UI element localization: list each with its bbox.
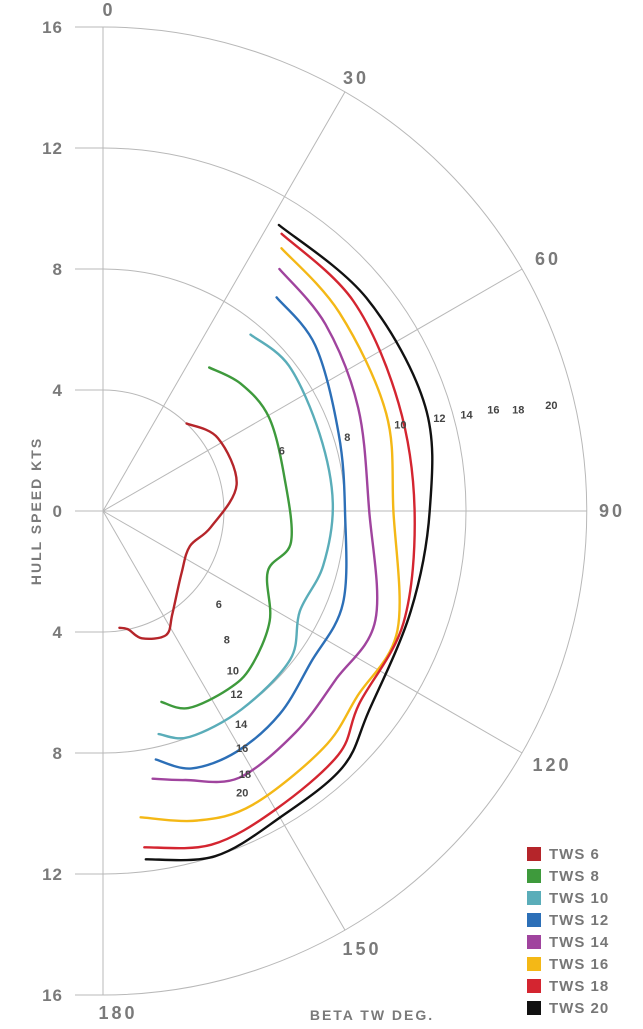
series-line-tws-12 [154, 296, 348, 770]
radial-tick-label: 16 [42, 986, 63, 1005]
grid-spoke-120 [102, 510, 523, 754]
curve-label-downwind: 6 [216, 599, 222, 611]
legend-label: TWS 18 [549, 977, 610, 995]
legend-swatch [527, 979, 541, 993]
angular-tick-label: 0 [102, 0, 115, 20]
legend-swatch [527, 957, 541, 971]
grid-spoke-60 [102, 268, 523, 512]
angular-tick-label: 180 [98, 1003, 137, 1023]
series-line-tws-14 [151, 267, 379, 784]
curve-label-upwind: 6 [279, 446, 285, 458]
series-line-tws-16 [139, 247, 401, 823]
legend-item: TWS 14 [527, 931, 609, 953]
series-line-tws-18 [143, 232, 416, 850]
legend-swatch [527, 891, 541, 905]
curve-label-downwind: 18 [239, 769, 251, 781]
series-line-tws-10 [157, 333, 335, 740]
legend-item: TWS 18 [527, 975, 609, 997]
radial-tick-label: 16 [42, 18, 63, 37]
radial-tick-label: 4 [53, 381, 63, 400]
curve-label-downwind: 20 [236, 787, 248, 799]
legend-label: TWS 10 [549, 889, 610, 907]
legend-swatch [527, 935, 541, 949]
curve-label-upwind: 10 [394, 420, 406, 432]
legend-swatch [527, 1001, 541, 1015]
legend-item: TWS 8 [527, 865, 609, 887]
legend: TWS 6 TWS 8 TWS 10 TWS 12 TWS 14 TWS 16 TWS 18… [527, 843, 609, 1019]
legend-label: TWS 6 [549, 845, 600, 863]
curve-label-upwind: 12 [433, 413, 445, 425]
legend-swatch [527, 869, 541, 883]
radial-tick-label: 4 [53, 623, 63, 642]
series-line-tws-20 [144, 223, 434, 862]
legend-item: TWS 16 [527, 953, 609, 975]
curve-label-downwind: 14 [235, 719, 248, 731]
curve-label-upwind: 18 [512, 405, 524, 417]
series-line-tws-6 [118, 422, 238, 640]
radial-tick-label: 12 [42, 865, 63, 884]
grid-spoke-30 [102, 91, 346, 512]
curve-label-upwind: 16 [487, 405, 499, 417]
legend-item: TWS 12 [527, 909, 609, 931]
curve-label-downwind: 12 [230, 689, 242, 701]
legend-label: TWS 8 [549, 867, 600, 885]
legend-swatch [527, 913, 541, 927]
legend-label: TWS 14 [549, 933, 610, 951]
curve-label-downwind: 10 [227, 665, 239, 677]
legend-item: TWS 6 [527, 843, 609, 865]
curve-label-upwind: 20 [545, 400, 557, 412]
legend-item: TWS 20 [527, 997, 609, 1019]
polar-curves [118, 223, 434, 862]
polar-grid [75, 26, 588, 996]
curve-label-upwind: 8 [344, 432, 350, 444]
polar-labels: 16 12 8 4 0 4 8 12 16 0 30 60 90 120 150 180 HULL SPEED … [28, 0, 625, 1023]
angular-axis-title: BETA TW DEG. [310, 1007, 434, 1023]
curve-label-downwind: 16 [236, 743, 248, 755]
curve-label-upwind: 14 [460, 409, 473, 421]
radial-axis-title: HULL SPEED KTS [28, 437, 44, 585]
legend-label: TWS 16 [549, 955, 610, 973]
legend-label: TWS 20 [549, 999, 610, 1017]
legend-swatch [527, 847, 541, 861]
curve-label-downwind: 8 [224, 635, 230, 647]
radial-tick-label: 12 [42, 139, 63, 158]
series-line-tws-8 [160, 366, 293, 710]
radial-tick-label: 8 [53, 260, 63, 279]
angular-tick-label: 90 [599, 501, 625, 521]
angular-tick-label: 60 [535, 249, 561, 269]
angular-tick-label: 120 [532, 755, 571, 775]
angular-tick-label: 150 [342, 939, 381, 959]
radial-tick-label: 8 [53, 744, 63, 763]
legend-item: TWS 10 [527, 887, 609, 909]
radial-tick-label: 0 [53, 502, 63, 521]
legend-label: TWS 12 [549, 911, 610, 929]
angular-tick-label: 30 [343, 68, 369, 88]
